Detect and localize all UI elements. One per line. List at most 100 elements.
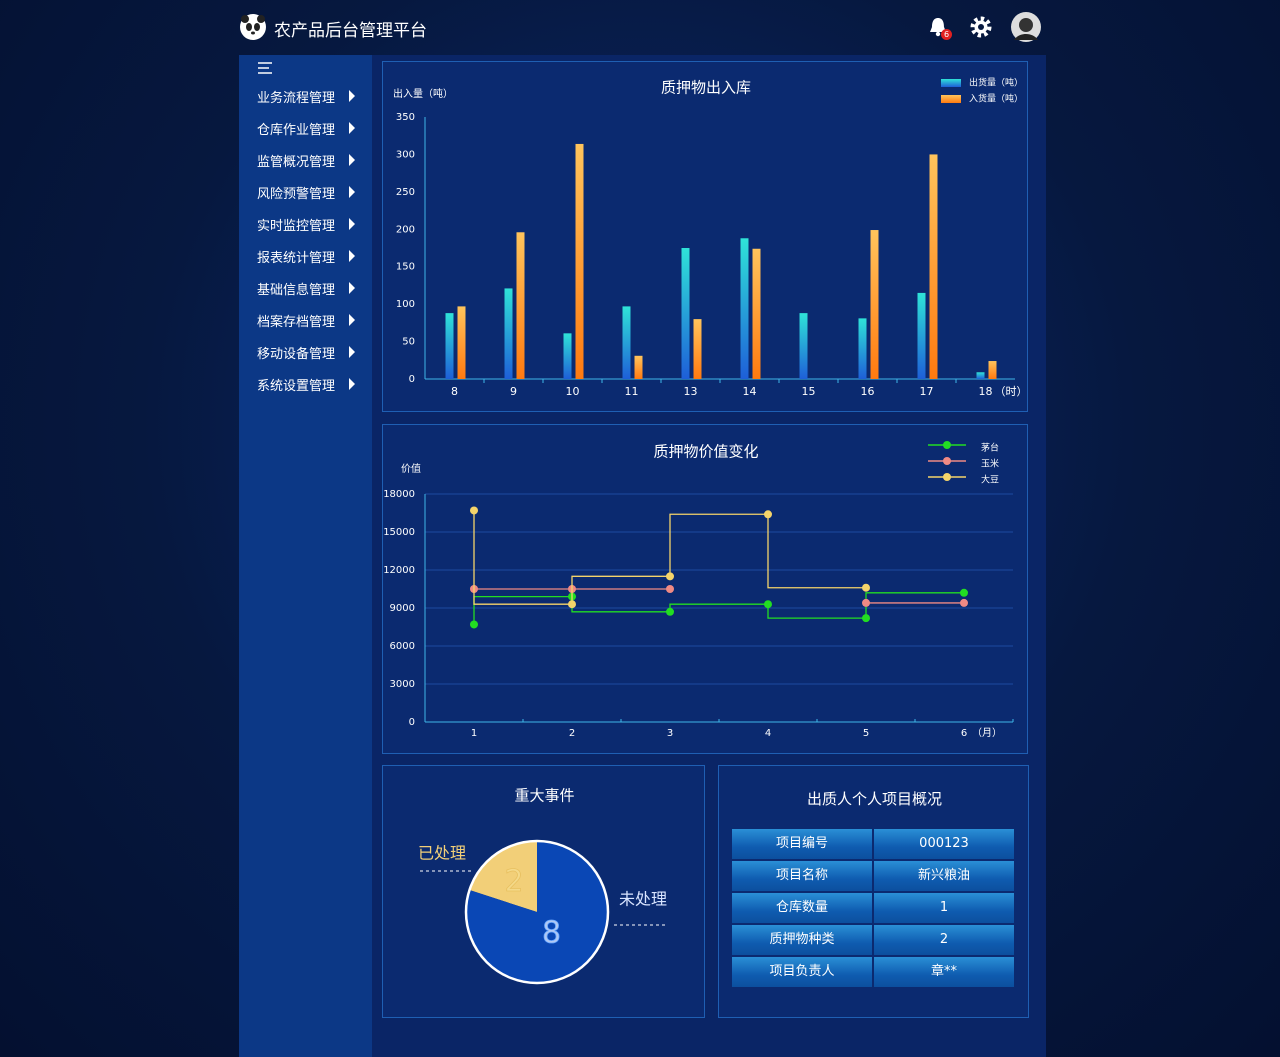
menu-toggle[interactable] <box>257 61 273 75</box>
y-tick-label: 6000 <box>390 641 415 652</box>
menu-label: 监管概况管理 <box>257 155 336 170</box>
slice-value: 8 <box>542 916 561 951</box>
bar <box>504 288 513 379</box>
menu-label: 档案存档管理 <box>257 315 336 330</box>
table-cell: 000123 <box>874 829 1014 859</box>
pie-outline <box>464 839 610 985</box>
series-line <box>473 592 964 625</box>
app-title: 农产品后台管理平台 <box>274 21 427 41</box>
table-cell: 新兴粮油 <box>874 861 1014 891</box>
x-tick-label: 13 <box>684 385 698 398</box>
x-axis-label: （时） <box>995 385 1028 398</box>
y-tick-label: 0 <box>409 374 415 385</box>
bar <box>752 248 761 379</box>
menu-label: 仓库作业管理 <box>257 123 336 138</box>
bar <box>917 292 926 379</box>
x-tick-label: 9 <box>510 385 517 398</box>
menu-arrow <box>349 378 355 390</box>
y-tick-label: 100 <box>396 299 415 310</box>
menu-item[interactable]: 报表统计管理 <box>257 247 355 266</box>
bar <box>634 355 643 379</box>
y-axis-label: 价值 <box>401 462 421 475</box>
table-cell: 1 <box>874 893 1014 923</box>
pie-slice <box>466 841 608 983</box>
slice-value: 2 <box>505 864 524 899</box>
x-tick-label: 15 <box>802 385 816 398</box>
slice-label: 已处理 <box>418 844 466 863</box>
menu-item[interactable]: 仓库作业管理 <box>257 119 355 138</box>
menu-arrow <box>349 186 355 198</box>
sidebar: 业务流程管理 仓库作业管理 监管概况管理 风险预警管理 实时监控管理 报表统计管理 基础信息… <box>239 55 372 1057</box>
logo <box>240 14 266 40</box>
point <box>862 598 870 607</box>
menu-arrow <box>349 282 355 294</box>
bar <box>858 318 867 379</box>
table-cell: 章** <box>874 957 1014 987</box>
legend-label: 出货量（吨） <box>969 77 1023 89</box>
menu-label: 基础信息管理 <box>257 283 336 298</box>
bar <box>870 230 879 379</box>
menu-item[interactable]: 档案存档管理 <box>257 311 355 330</box>
x-tick-label: 1 <box>471 728 477 739</box>
y-tick-label: 3000 <box>390 679 415 690</box>
legend-dot <box>943 473 951 481</box>
x-tick-label: 17 <box>920 385 934 398</box>
y-tick-label: 12000 <box>383 565 415 576</box>
menu-item[interactable]: 移动设备管理 <box>257 343 355 362</box>
avatar[interactable] <box>1011 12 1041 42</box>
bar <box>976 372 985 379</box>
menu-label: 报表统计管理 <box>257 251 336 266</box>
panel: 质押物出入库 出入量（吨） 0 50 100 150 200 250 300 350 8 9 10 11 1… <box>382 61 1028 412</box>
bar <box>693 319 702 379</box>
menu-item[interactable]: 风险预警管理 <box>257 183 355 202</box>
y-tick-label: 300 <box>396 149 415 160</box>
y-tick-label: 250 <box>396 187 415 198</box>
table-cell: 质押物种类 <box>732 925 872 955</box>
point <box>666 607 674 616</box>
x-tick-label: 8 <box>451 385 458 398</box>
point <box>764 510 772 519</box>
chart-title: 质押物出入库 <box>661 79 751 97</box>
bar <box>681 248 690 379</box>
menu-item[interactable]: 监管概况管理 <box>257 151 355 170</box>
menu-arrow <box>349 154 355 166</box>
bar <box>457 306 466 379</box>
point <box>666 572 674 581</box>
menu-arrow <box>349 218 355 230</box>
bar <box>988 361 997 379</box>
table-cell: 2 <box>874 925 1014 955</box>
y-tick-label: 9000 <box>390 603 415 614</box>
point <box>568 600 576 609</box>
menu-label: 实时监控管理 <box>257 219 336 234</box>
pie-chart: 重大事件 2 已处理 8 未处理 <box>418 787 667 985</box>
menu-item[interactable]: 基础信息管理 <box>257 279 355 298</box>
point <box>764 600 772 609</box>
point <box>470 620 478 629</box>
menu-label: 风险预警管理 <box>257 187 336 202</box>
legend-label: 玉米 <box>981 458 999 470</box>
legend-swatch <box>941 79 961 87</box>
legend-swatch <box>941 95 961 103</box>
menu-arrow <box>349 90 355 102</box>
point <box>862 614 870 623</box>
legend-label: 大豆 <box>981 474 999 486</box>
bar <box>799 313 808 379</box>
x-tick-label: 18 <box>979 385 993 398</box>
menu-item[interactable]: 业务流程管理 <box>257 87 355 106</box>
bell-icon[interactable] <box>926 15 950 39</box>
legend-label: 入货量（吨） <box>969 93 1023 105</box>
y-axis-label: 出入量（吨） <box>393 87 453 100</box>
menu-item[interactable]: 实时监控管理 <box>257 215 355 234</box>
y-tick-label: 150 <box>396 262 415 273</box>
menu-label: 业务流程管理 <box>257 91 336 106</box>
settings-icon[interactable] <box>969 15 993 39</box>
x-tick-label: 11 <box>625 385 639 398</box>
y-tick-label: 0 <box>409 717 415 728</box>
menu-label: 系统设置管理 <box>257 379 336 394</box>
y-tick-label: 350 <box>396 112 415 123</box>
menu-item[interactable]: 系统设置管理 <box>257 375 355 394</box>
table-cell: 项目编号 <box>732 829 872 859</box>
point <box>470 506 478 515</box>
